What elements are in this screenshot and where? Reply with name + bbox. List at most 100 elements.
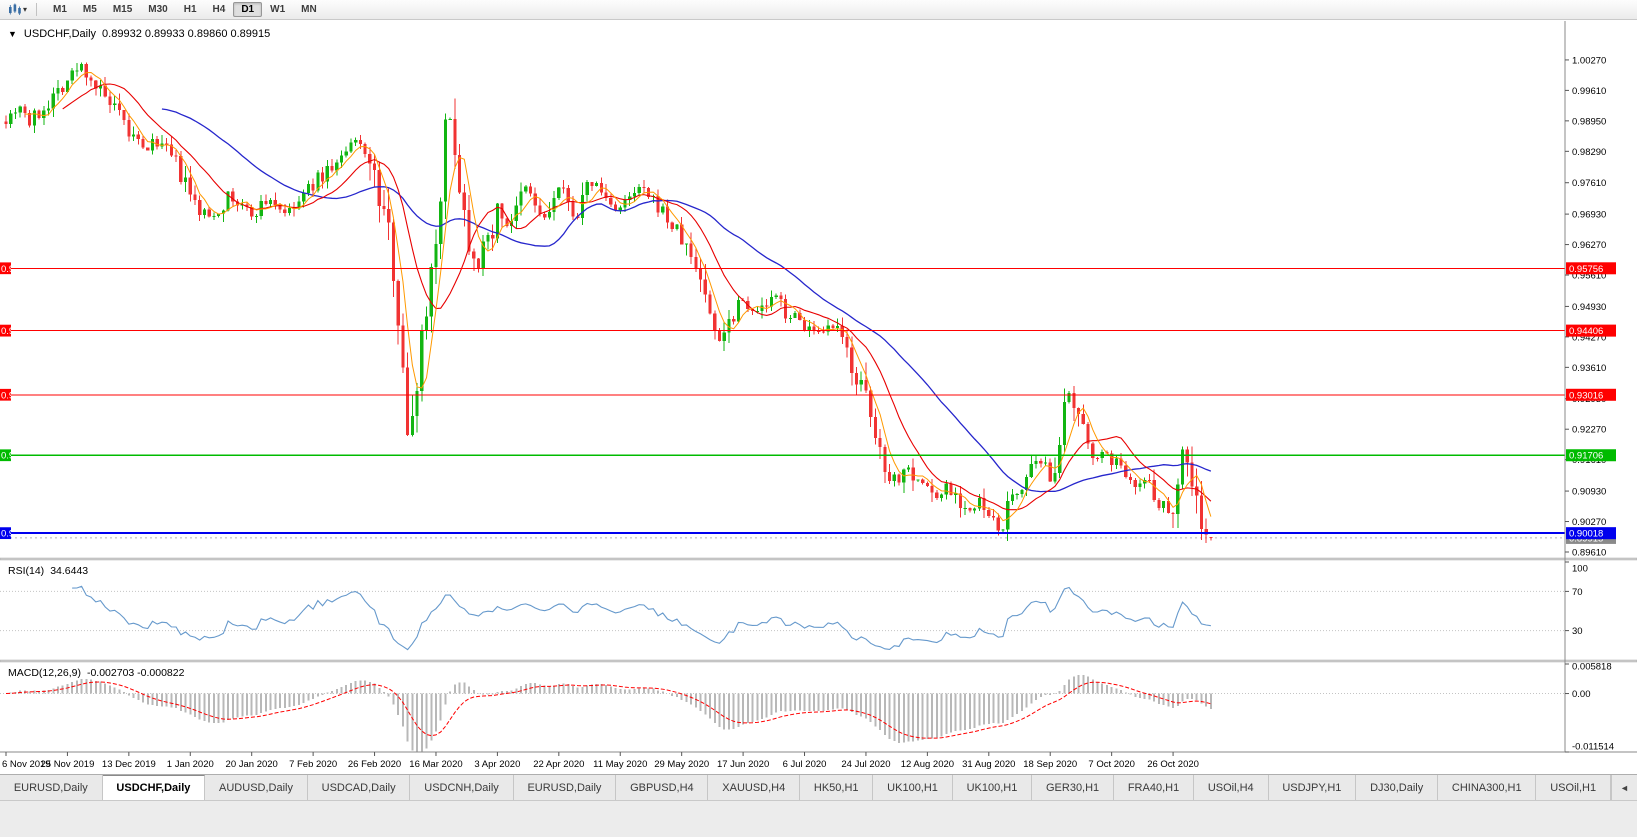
svg-text:1.00270: 1.00270	[1572, 55, 1606, 66]
chart-tab-fra40-h1[interactable]: FRA40,H1	[1114, 775, 1195, 800]
macd-signal-line	[5, 681, 1212, 739]
svg-text:0.93016: 0.93016	[1569, 390, 1603, 401]
line-price-label-0.94406: 0.94406	[1566, 324, 1616, 337]
svg-text:-0.011514: -0.011514	[1572, 742, 1614, 753]
candlestick-chart-icon	[9, 3, 21, 15]
chart-tab-usoil-h1[interactable]: USOil,H1	[1536, 775, 1611, 800]
svg-text:3 Apr 2020: 3 Apr 2020	[474, 759, 520, 770]
line-price-label-0.90018: 0.90018	[1566, 527, 1616, 540]
svg-text:0.90930: 0.90930	[1572, 487, 1606, 498]
svg-text:24 Jul 2020: 24 Jul 2020	[841, 759, 890, 770]
chart-tab-ger30-h1[interactable]: GER30,H1	[1032, 775, 1115, 800]
chart-tab-uk100-h1[interactable]: UK100,H1	[873, 775, 953, 800]
chart-tab-strip: EURUSD,Daily USDCHF,Daily AUDUSD,Daily USDC…	[0, 775, 1611, 800]
svg-text:22 Apr 2020: 22 Apr 2020	[533, 759, 584, 770]
moving-average-5	[24, 72, 1212, 522]
chart-tab-gbpusd-h4[interactable]: GBPUSD,H4	[616, 775, 709, 800]
svg-text:20 Jan 2020: 20 Jan 2020	[226, 759, 278, 770]
timeframe-button-m15[interactable]: M15	[112, 4, 133, 15]
chart-tab-usdchf-daily[interactable]: USDCHF,Daily	[102, 775, 206, 800]
chart-tab-usdcad-daily[interactable]: USDCAD,Daily	[307, 775, 411, 800]
svg-text:0.96270: 0.96270	[1572, 240, 1606, 251]
timeframe-buttons: M1 M5 M15 M30 H1 H4 D1 W1 MN	[45, 2, 325, 17]
chart-tab-usdjpy-h1[interactable]: USDJPY,H1	[1268, 775, 1357, 800]
svg-text:6 Nov 2019: 6 Nov 2019	[2, 759, 51, 770]
svg-text:0.97610: 0.97610	[1572, 178, 1606, 189]
chevron-down-icon: ▾	[23, 4, 28, 14]
svg-text:13 Dec 2019: 13 Dec 2019	[102, 759, 156, 770]
svg-text:0.93610: 0.93610	[1572, 363, 1606, 374]
timeframe-button-w1[interactable]: W1	[270, 4, 286, 15]
svg-text:0.94270: 0.94270	[1572, 332, 1606, 343]
svg-text:30: 30	[1572, 626, 1583, 637]
svg-text:0.00: 0.00	[1572, 689, 1591, 700]
tab-scroll-left-icon[interactable]: ◄	[1611, 775, 1637, 800]
timeframe-button-mn[interactable]: MN	[301, 4, 317, 15]
svg-text:100: 100	[1572, 564, 1588, 575]
chart-dropdown-icon[interactable]: ▼	[8, 29, 17, 39]
chart-tab-dj30-daily[interactable]: DJ30,Daily	[1356, 775, 1439, 800]
candlestick-series	[4, 62, 1213, 543]
svg-text:0.95610: 0.95610	[1572, 271, 1606, 282]
chart-type-button[interactable]: ▾	[5, 2, 30, 17]
svg-text:0.95756: 0.95756	[1569, 264, 1603, 275]
svg-text:0.94406: 0.94406	[1, 326, 35, 337]
svg-text:7 Oct 2020: 7 Oct 2020	[1088, 759, 1134, 770]
svg-text:0.90018: 0.90018	[1, 529, 35, 540]
macd-values: -0.002703 -0.000822	[86, 667, 185, 679]
svg-text:0.98290: 0.98290	[1572, 147, 1606, 158]
svg-text:16 Mar 2020: 16 Mar 2020	[409, 759, 462, 770]
chart-tab-eurusd-daily[interactable]: EURUSD,Daily	[0, 775, 103, 800]
chart-tab-usoil-h4[interactable]: USOil,H4	[1194, 775, 1269, 800]
price-axis-labels[interactable]: 1.00270 0.99610 0.98950 0.98290 0.97610 0.969…	[1565, 55, 1614, 753]
svg-text:0.90270: 0.90270	[1572, 517, 1606, 528]
chart-tab-hk50-h1[interactable]: HK50,H1	[800, 775, 874, 800]
svg-text:25 Nov 2019: 25 Nov 2019	[40, 759, 94, 770]
chart-tab-usdcnh-daily[interactable]: USDCNH,Daily	[410, 775, 514, 800]
timeframe-button-m1[interactable]: M1	[53, 4, 67, 15]
chart-tab-audusd-daily[interactable]: AUDUSD,Daily	[205, 775, 308, 800]
chart-quote-values: 0.89932 0.89933 0.89860 0.89915	[102, 28, 271, 40]
svg-text:26 Feb 2020: 26 Feb 2020	[348, 759, 401, 770]
timeframe-button-d1[interactable]: D1	[233, 2, 263, 17]
svg-text:0.91706: 0.91706	[1, 451, 35, 462]
panel-separator[interactable]	[0, 659, 1637, 663]
moving-average-34	[161, 108, 1212, 493]
chart-tab-xauusd-h4[interactable]: XAUUSD,H4	[708, 775, 801, 800]
line-price-label-left: 0.93016	[0, 388, 35, 401]
macd-label: MACD(12,26,9) -0.002703 -0.000822	[8, 667, 184, 679]
toolbar-divider	[36, 3, 38, 16]
svg-text:0.95756: 0.95756	[1, 264, 35, 275]
line-price-label-left: 0.95756	[0, 262, 35, 275]
svg-text:0.94406: 0.94406	[1569, 326, 1603, 337]
svg-text:0.98950: 0.98950	[1572, 116, 1606, 127]
chart-area: 1.00270 0.99610 0.98950 0.98290 0.97610 0.969…	[0, 21, 1637, 774]
chart-canvas[interactable]: 1.00270 0.99610 0.98950 0.98290 0.97610 0.969…	[0, 21, 1637, 774]
panel-separator[interactable]	[0, 557, 1637, 561]
chart-tab-eurusd-daily[interactable]: EURUSD,Daily	[513, 775, 617, 800]
svg-text:0.005818: 0.005818	[1572, 662, 1612, 673]
timeframe-button-h1[interactable]: H1	[183, 4, 197, 15]
svg-text:12 Aug 2020: 12 Aug 2020	[901, 759, 954, 770]
line-price-label-0.95756: 0.95756	[1566, 262, 1616, 275]
line-price-label-left: 0.94406	[0, 324, 35, 337]
chart-tabs: EURUSD,Daily USDCHF,Daily AUDUSD,Daily USDC…	[0, 774, 1637, 800]
chart-background	[0, 21, 1637, 774]
rsi-line	[72, 585, 1211, 651]
chart-tab-uk100-h1[interactable]: UK100,H1	[952, 775, 1033, 800]
svg-text:70: 70	[1572, 587, 1583, 598]
svg-text:29 May 2020: 29 May 2020	[654, 759, 709, 770]
svg-text:7 Feb 2020: 7 Feb 2020	[289, 759, 337, 770]
timeframe-button-h4[interactable]: H4	[212, 4, 226, 15]
svg-text:0.94930: 0.94930	[1572, 302, 1606, 313]
chart-tab-china300-h1[interactable]: CHINA300,H1	[1438, 775, 1537, 800]
timeframe-button-m30[interactable]: M30	[148, 4, 168, 15]
svg-text:31 Aug 2020: 31 Aug 2020	[962, 759, 1015, 770]
svg-text:0.93016: 0.93016	[1, 390, 35, 401]
svg-text:6 Jul 2020: 6 Jul 2020	[783, 759, 827, 770]
timeframe-button-m5[interactable]: M5	[82, 4, 97, 15]
rsi-label: RSI(14) 34.6443	[8, 565, 88, 577]
chart-symbol-label: USDCHF,Daily	[23, 28, 97, 40]
